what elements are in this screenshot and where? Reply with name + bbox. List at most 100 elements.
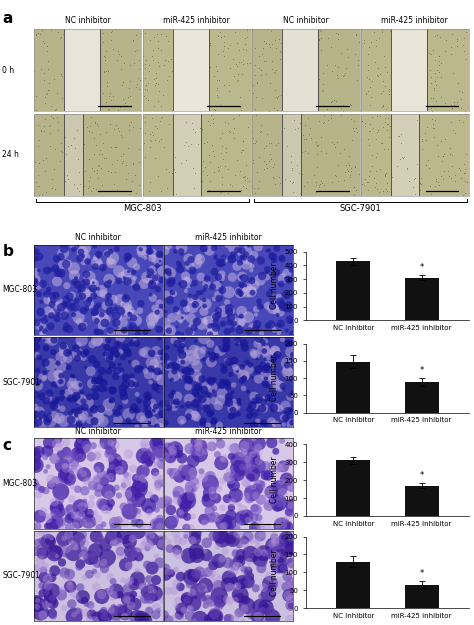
Point [74,484,82,494]
Point [177,443,185,453]
Point [418,134,426,144]
Point [91,279,98,289]
Point [213,91,220,101]
Point [133,79,141,89]
Point [232,491,239,501]
Point [89,339,96,349]
Point [138,248,146,258]
Point [215,401,222,411]
Point [209,326,217,336]
Point [44,333,51,343]
Point [358,116,366,126]
Point [199,583,206,593]
Point [210,612,218,622]
Point [230,112,238,123]
Point [171,402,178,412]
Point [98,163,105,173]
Point [274,521,282,531]
Point [50,74,57,84]
Point [156,514,164,524]
Point [161,357,169,367]
Point [125,584,132,594]
Point [93,359,100,369]
Point [80,518,88,528]
Point [277,319,284,329]
Point [95,462,103,472]
Point [128,406,136,416]
Point [220,51,228,61]
Point [60,534,68,544]
Point [253,78,261,88]
Point [396,154,403,164]
Text: *: * [419,471,424,480]
Point [145,458,153,468]
Point [62,149,69,159]
Point [210,531,218,541]
Point [246,562,253,572]
Point [88,186,95,196]
Point [174,596,182,606]
Point [351,161,359,171]
Point [163,451,170,461]
Point [92,531,100,541]
Point [270,375,277,385]
Point [292,124,299,134]
Point [272,65,280,75]
Point [331,142,338,152]
Point [53,269,61,279]
Point [37,125,45,135]
Point [358,116,366,126]
Point [313,140,321,150]
Point [219,554,226,564]
Point [376,69,384,79]
Point [141,84,149,94]
Point [68,414,76,424]
Point [211,105,219,115]
Point [50,371,57,381]
Point [86,509,93,519]
Point [179,329,187,339]
Point [130,579,138,589]
Point [269,485,277,495]
Point [45,581,52,591]
Point [165,269,173,279]
Point [144,391,151,401]
Point [234,335,242,345]
Point [94,336,101,346]
Point [71,143,79,153]
Point [126,506,133,516]
Point [95,413,102,423]
Point [77,413,85,423]
Point [320,111,328,121]
Point [81,496,89,506]
Point [184,141,192,151]
Point [125,83,133,93]
Point [235,455,243,465]
Point [283,367,291,377]
Point [106,363,114,373]
Point [35,418,43,428]
Point [165,361,173,371]
Point [117,462,124,472]
Point [51,566,58,576]
Point [87,600,94,610]
Point [168,276,175,286]
Point [237,531,245,541]
Point [250,434,258,444]
Point [88,452,95,462]
Point [35,266,43,276]
Point [250,280,258,290]
Point [224,188,232,198]
Point [287,578,295,588]
Point [454,41,461,51]
Point [75,392,82,402]
Point [246,360,254,370]
Point [120,58,128,68]
Point [223,308,231,318]
Point [89,163,96,173]
Point [286,392,294,402]
Point [212,253,219,263]
Point [244,254,252,264]
Point [53,104,60,114]
Point [449,125,457,135]
